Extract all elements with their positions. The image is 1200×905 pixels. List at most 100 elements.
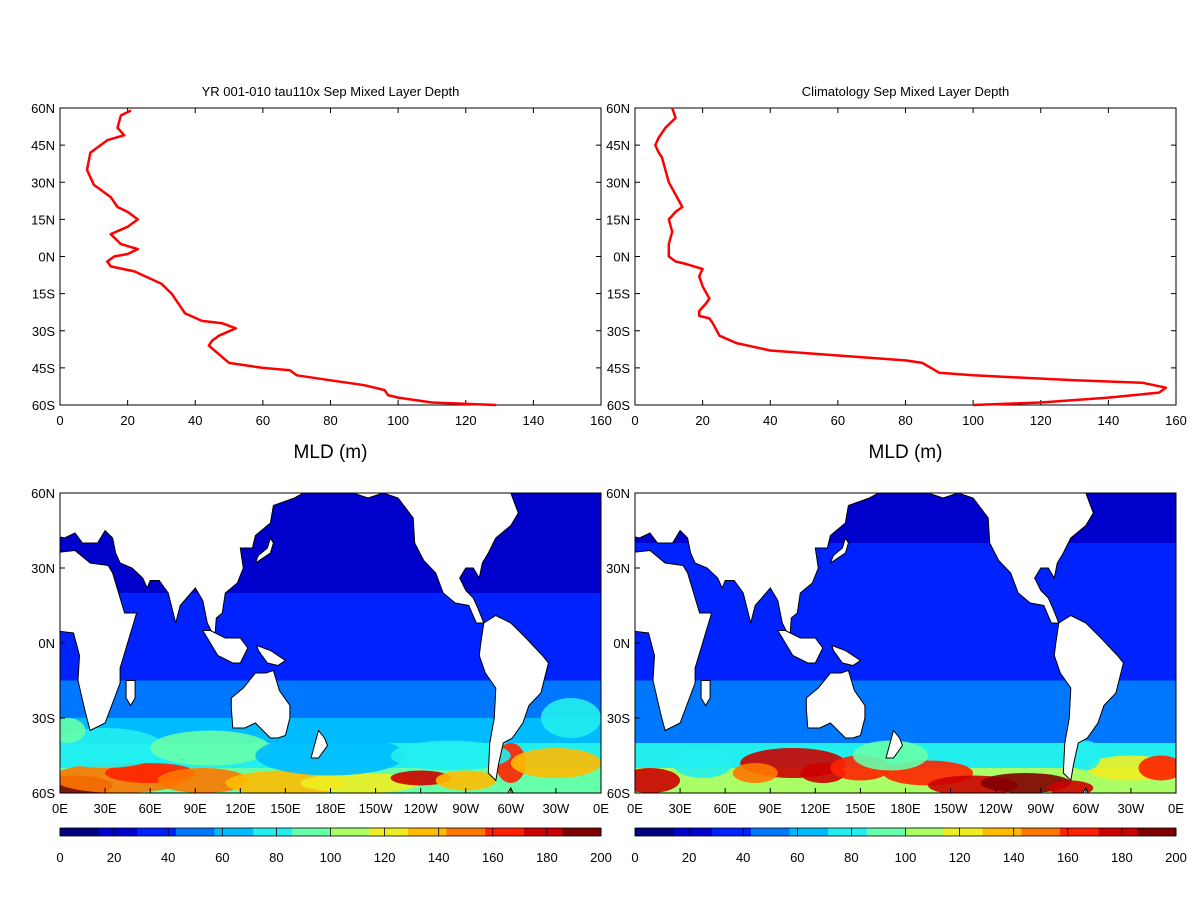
y-tick-label: 0N [38,250,55,265]
x-tick-label: 140 [523,413,545,428]
x-tick-label: 140 [1098,413,1120,428]
africa-land [60,549,138,732]
madagascar-land [700,680,711,707]
x-tick-label: 40 [188,413,202,428]
new-zealand-land [310,729,329,759]
map-x-tick-label: 30W [543,801,570,816]
y-tick-label: 0N [613,250,630,265]
colorbar-segment [905,828,945,836]
y-tick-label: 45N [31,138,55,153]
colorbar-tick-label: 180 [536,850,558,865]
map-field [60,493,601,793]
colorbar-segment [562,828,602,836]
map-x-tick-label: 90W [1027,801,1054,816]
x-tick-label: 80 [898,413,912,428]
map-x-tick-label: 150W [359,801,394,816]
colorbar-tick-label: 40 [736,850,750,865]
y-tick-label: 60N [31,101,55,116]
map-x-tick-label: 0E [1168,801,1184,816]
colorbar-segment [982,828,1022,836]
x-tick-label: 20 [695,413,709,428]
colorbar-segment [635,828,675,836]
colorbar-segment [98,828,138,836]
map-x-tick-label: 60W [1072,801,1099,816]
map-y-tick-label: 0N [613,636,630,651]
map-x-tick-label: 0E [52,801,68,816]
colorbar-segment [789,828,829,836]
map-x-tick-label: 180E [315,801,346,816]
colorbar-tick-label: 160 [482,850,504,865]
map-y-tick-label: 60S [607,786,630,801]
y-tick-label: 15N [31,212,55,227]
colorbar-segment [485,828,525,836]
y-tick-label: 30N [31,175,55,190]
map-y-tick-label: 60N [31,486,55,501]
new-guinea-land [256,644,287,667]
colorbar-tick-label: 200 [590,850,612,865]
map-x-tick-label: 150E [270,801,301,816]
mld-blob [60,728,166,768]
map-x-tick-label: 90E [184,801,207,816]
colorbar-tick-label: 0 [56,850,63,865]
x-tick-label: 20 [120,413,134,428]
mld-profile-line [654,107,1168,407]
y-tick-label: 15N [606,212,630,227]
colorbar-tick-label: 180 [1111,850,1133,865]
y-tick-label: 30S [32,324,55,339]
colorbar: 0 20 40 60 80 100 120 140 160 180 200 [56,827,612,865]
map-y-tick-label: 30N [606,561,630,576]
x-tick-label: 60 [831,413,845,428]
colorbar-segment [1137,828,1177,836]
map-y-tick-label: 60N [606,486,630,501]
map-y-tick-label: 60S [32,786,55,801]
indonesia-land [776,630,824,664]
colorbar-segment [750,828,791,836]
x-tick-label: 100 [962,413,984,428]
map-x-tick-label: 60E [139,801,162,816]
colorbar-tick-label: 140 [428,850,450,865]
colorbar-segment [523,828,563,836]
colorbar-segment [330,828,370,836]
mld-blob [157,768,248,793]
x-tick-label: 0 [631,413,638,428]
africa-land [635,549,713,732]
map-x-tick-label: 60E [714,801,737,816]
colorbar-tick-label: 0 [631,850,638,865]
y-tick-label: 45S [32,361,55,376]
colorbar-tick-label: 80 [269,850,283,865]
colorbar-tick-label: 80 [844,850,858,865]
australia-land [230,669,291,739]
profile-title: Climatology Sep Mixed Layer Depth [802,84,1009,99]
japan-land [829,536,849,565]
colorbar-segment [1021,828,1061,836]
y-tick-label: 30S [607,324,630,339]
colorbar-segment [828,828,868,836]
mld-blob [435,770,496,791]
x-axis-label: MLD (m) [294,442,368,463]
map-x-tick-label: 150W [934,801,969,816]
colorbar-tick-label: 100 [895,850,917,865]
map-y-tick-label: 0N [38,636,55,651]
profile-title: YR 001-010 tau110x Sep Mixed Layer Depth [202,84,460,99]
colorbar-tick-label: 200 [1165,850,1187,865]
map-field [635,493,1176,793]
map-x-tick-label: 120W [979,801,1014,816]
colorbar-tick-label: 20 [107,850,121,865]
map-x-tick-label: 120W [404,801,439,816]
colorbar-tick-label: 140 [1003,850,1025,865]
greenland-land [1091,493,1110,494]
map-x-tick-label: 30E [94,801,117,816]
colorbar-segment [1098,828,1138,836]
profile-panel-2: Climatology Sep Mixed Layer Depth 0 20 40 60… [606,84,1187,463]
colorbar-tick-label: 40 [161,850,175,865]
colorbar-segment [175,828,216,836]
profile-axes-box [59,107,602,406]
colorbar-segment [866,828,906,836]
y-tick-label: 45N [606,138,630,153]
mld-blob [635,768,681,793]
map-y-tick-label: 30S [607,711,630,726]
colorbar-segment [712,828,752,836]
